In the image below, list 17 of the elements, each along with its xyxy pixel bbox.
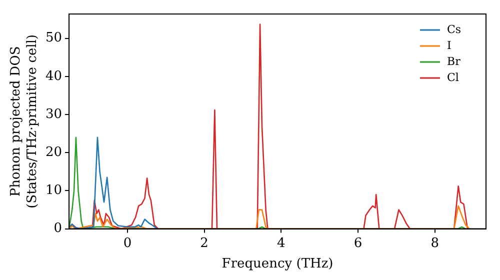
- y-tick-label: 20: [45, 145, 62, 160]
- legend-label: I: [447, 38, 452, 52]
- legend-label: Br: [447, 54, 462, 68]
- x-axis-title: Frequency (THz): [222, 256, 334, 272]
- y-tick-label: 10: [45, 183, 62, 198]
- y-axis-title: Phonon projected DOS (States/THz·primitive cell): [8, 34, 40, 208]
- x-tick-label: 6: [354, 236, 362, 251]
- y-tick-label: 50: [45, 30, 62, 46]
- x-tick-label: 4: [277, 236, 286, 251]
- legend-label: Cs: [447, 22, 462, 36]
- x-tick-label: 8: [430, 236, 440, 251]
- x-tick-label: 2: [200, 236, 208, 251]
- y-tick-label: 30: [45, 106, 62, 122]
- legend-label: Cl: [447, 70, 460, 84]
- y-tick-label: 0: [54, 221, 62, 236]
- x-tick-label: 0: [123, 236, 132, 251]
- y-tick-label: 40: [45, 68, 62, 84]
